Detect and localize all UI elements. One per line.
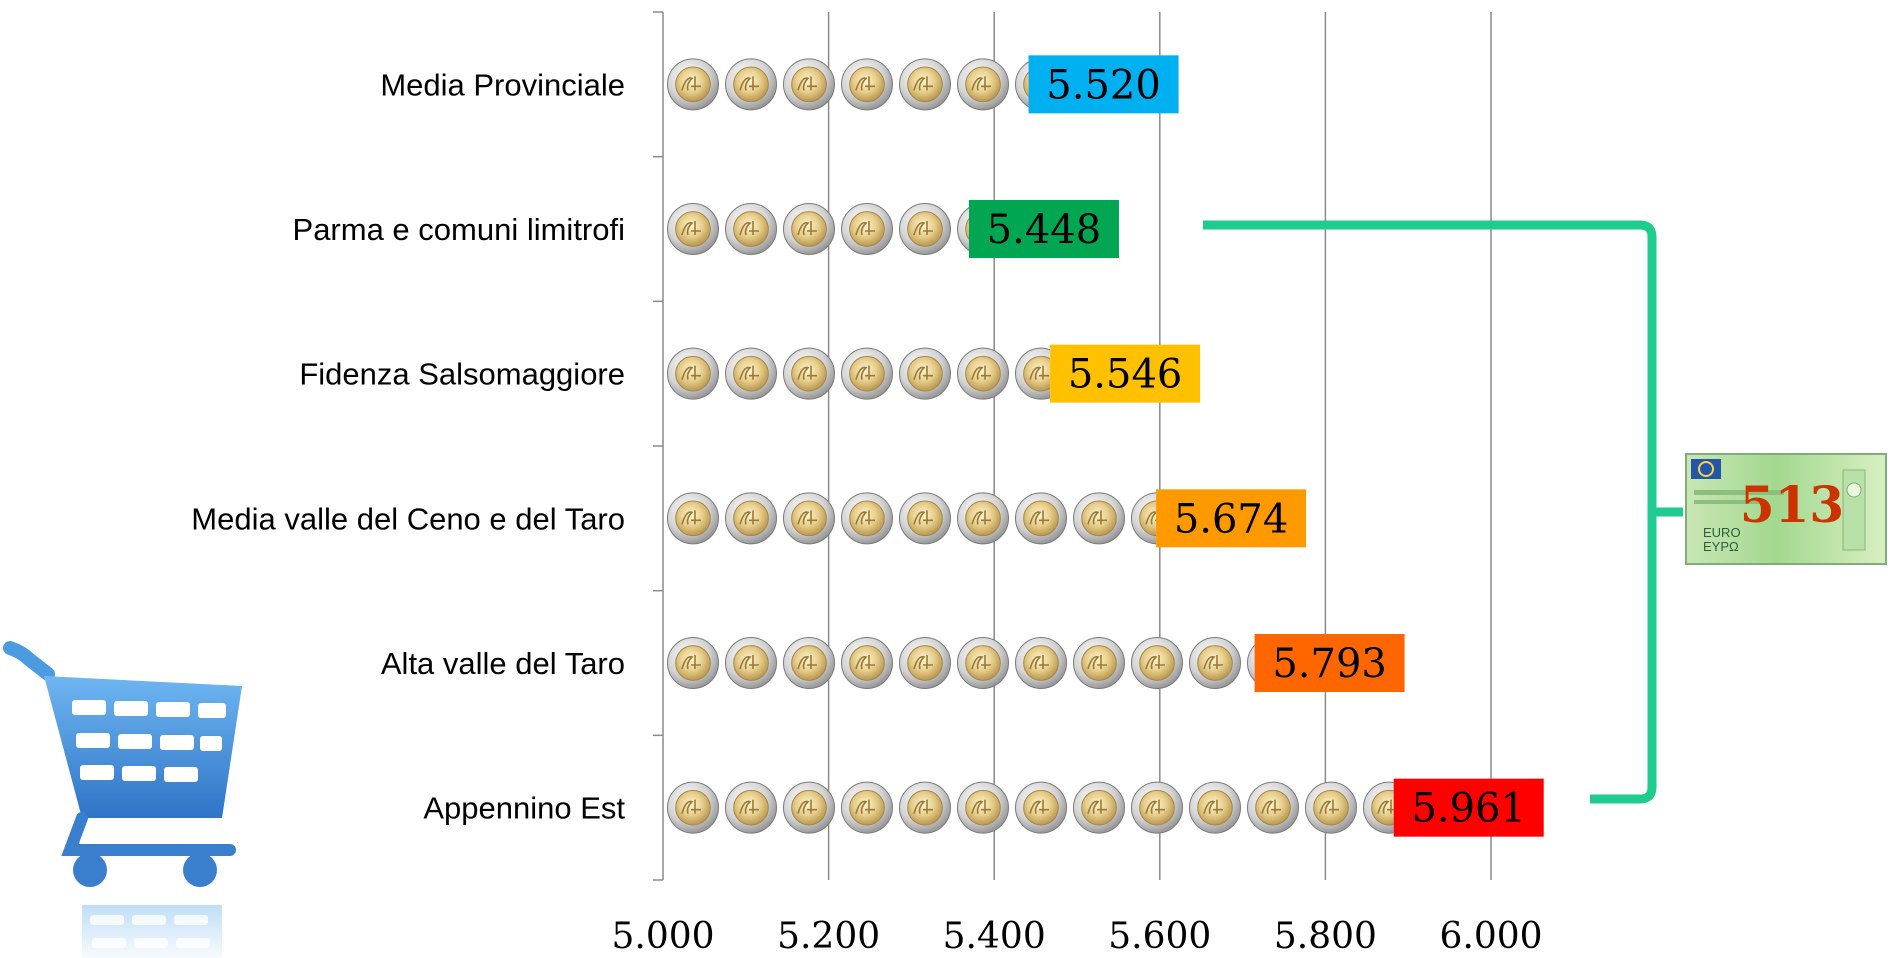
category-label: Alta valle del Taro (381, 646, 625, 681)
euro-coin-icon (1247, 644, 1255, 682)
data-label: 5.674 (1174, 496, 1289, 542)
coin-bar (667, 203, 969, 255)
euro-coin-icon (725, 58, 777, 111)
euro-coin-icon (725, 637, 777, 689)
euro-coin-icon (725, 347, 777, 400)
euro-coin-icon (899, 492, 951, 545)
euro-coin-icon (841, 637, 893, 689)
euro-banknote-icon: EURO EYPΩ 513 (1685, 453, 1887, 565)
euro-coin-icon (667, 347, 719, 400)
data-label: 5.448 (987, 207, 1102, 253)
euro-coin-icon (841, 58, 893, 111)
euro-coin-icon (841, 781, 893, 834)
svg-text:EURO: EURO (1703, 525, 1741, 540)
euro-coin-icon (899, 637, 951, 689)
category-label: Media Provinciale (380, 67, 625, 102)
data-labels: 5.520 5.448 5.546 5.674 5.793 5.961 (968, 55, 1544, 837)
coin-bar (667, 58, 1029, 111)
euro-coin-icon (783, 58, 835, 111)
data-label-box (1028, 55, 1179, 114)
euro-coin-icon (957, 207, 969, 251)
euro-coin-icon (1015, 781, 1067, 834)
euro-coin-icon (783, 492, 835, 545)
x-tick-label: 5.200 (777, 916, 880, 957)
euro-coin-icon (899, 781, 951, 834)
coin-bar (667, 347, 1051, 400)
euro-coin-icon (1247, 781, 1299, 834)
y-axis (653, 11, 664, 881)
euro-coin-icon (783, 203, 835, 255)
euro-coin-icon (1189, 637, 1241, 689)
difference-bracket (1203, 220, 1683, 804)
euro-coin-icon (841, 492, 893, 545)
euro-coin-icon (841, 203, 893, 255)
euro-coin-icon (1131, 637, 1183, 689)
data-label-box (1254, 634, 1405, 692)
category-label: Media valle del Ceno e del Taro (191, 501, 625, 536)
coin-bars (667, 58, 1394, 834)
coin-bar (667, 637, 1255, 689)
euro-coin-icon (957, 347, 1009, 400)
euro-coin-icon (725, 781, 777, 834)
category-label: Appennino Est (423, 791, 625, 826)
shopping-cart-icon (3, 641, 242, 958)
data-label-box (1050, 344, 1201, 403)
euro-coin-icon (725, 203, 777, 255)
data-label: 5.546 (1068, 352, 1183, 398)
coin-bar (667, 781, 1394, 834)
data-label-box (968, 200, 1119, 258)
euro-coin-icon (783, 637, 835, 689)
euro-coin-icon (1073, 492, 1125, 545)
euro-coin-icon (1305, 781, 1357, 834)
category-labels: Media Provinciale Parma e comuni limitrof… (191, 67, 625, 825)
euro-coin-icon (957, 637, 1009, 689)
euro-coin-icon (899, 347, 951, 400)
euro-coin-icon (1015, 61, 1029, 108)
data-label: 5.793 (1272, 641, 1387, 687)
euro-coin-icon (957, 492, 1009, 545)
euro-coin-icon (899, 203, 951, 255)
x-tick-label: 6.000 (1439, 916, 1542, 957)
euro-coin-icon (1363, 781, 1394, 834)
x-tick-labels: 5.000 5.200 5.400 5.600 5.800 6.000 (611, 916, 1542, 957)
category-label: Fidenza Salsomaggiore (299, 357, 625, 392)
data-label: 5.961 (1411, 786, 1526, 832)
data-label: 5.520 (1046, 62, 1161, 108)
x-tick-label: 5.000 (611, 916, 714, 957)
euro-coin-icon (1189, 781, 1241, 834)
grid (827, 12, 1492, 880)
euro-coin-icon (1073, 781, 1125, 834)
euro-coin-icon (783, 781, 835, 834)
euro-coin-icon (1131, 781, 1183, 834)
euro-coin-icon (899, 58, 951, 111)
euro-coin-icon (725, 492, 777, 545)
data-label-box (1156, 489, 1307, 548)
x-tick-label: 5.600 (1108, 916, 1211, 957)
euro-coin-icon (1015, 637, 1067, 689)
euro-coin-icon (667, 203, 719, 255)
euro-coin-icon (957, 781, 1009, 834)
x-tick-label: 5.800 (1274, 916, 1377, 957)
euro-coin-icon (667, 781, 719, 834)
euro-coin-icon (1073, 637, 1125, 689)
category-label: Parma e comuni limitrofi (293, 212, 625, 247)
euro-coin-icon (1015, 347, 1051, 400)
data-label-box (1393, 778, 1544, 837)
euro-coin-icon (1131, 492, 1157, 545)
svg-text:EYPΩ: EYPΩ (1703, 539, 1739, 554)
coin-bar (667, 492, 1157, 545)
euro-coin-icon (841, 347, 893, 400)
x-tick-label: 5.400 (943, 916, 1046, 957)
euro-coin-icon (1015, 492, 1067, 545)
euro-coin-icon (783, 347, 835, 400)
difference-label: 513 (1740, 475, 1844, 534)
euro-coin-icon (957, 58, 1009, 111)
euro-coin-icon (667, 637, 719, 689)
euro-coin-icon (667, 492, 719, 545)
euro-coin-icon (667, 58, 719, 111)
